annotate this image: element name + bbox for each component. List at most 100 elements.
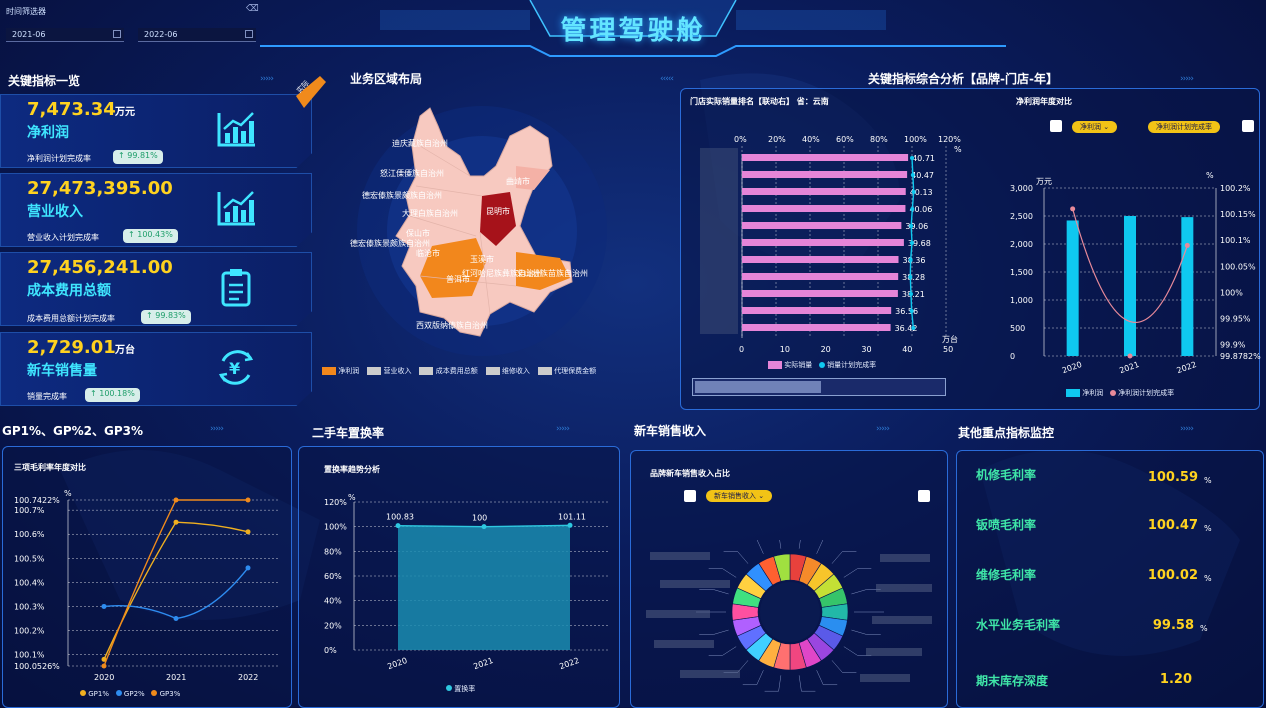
legend-item[interactable]: GP2% bbox=[115, 690, 145, 698]
legend-item[interactable]: GP1% bbox=[80, 690, 109, 698]
monitor-unit: % bbox=[1204, 524, 1212, 533]
kpi-rate-label: 成本费用总额计划完成率 bbox=[27, 314, 115, 323]
legend-item[interactable]: 实际销量 bbox=[768, 361, 812, 369]
yunnan-map[interactable]: 德宏傣族景颇族自治州 怒江傈僳族自治州 大理白族自治州 德宏傣族景颇族自治州 保… bbox=[320, 86, 670, 366]
legend-label: 置换率 bbox=[454, 685, 476, 693]
filter-clear-icon[interactable]: ⌫ bbox=[246, 4, 259, 14]
legend-swatch bbox=[151, 690, 158, 696]
gp-line-chart[interactable]: % 100.0526% 100.1% 100.2% 100.3% 100.4% 100.5%… bbox=[2, 480, 292, 688]
metric-chip-profit-rate[interactable]: 净利润计划完成率 bbox=[1148, 121, 1220, 133]
legend-item[interactable]: 净利润计划完成率 bbox=[1109, 389, 1174, 397]
legend-item[interactable]: 维修收入 bbox=[485, 366, 530, 376]
kpi-section-title: 关键指标一览 bbox=[8, 74, 81, 88]
legend-label: 实际销量 bbox=[784, 361, 813, 369]
map-region-label: 保山市 bbox=[406, 228, 430, 238]
monitor-value: 100.47 bbox=[1147, 518, 1198, 533]
prev-page-button[interactable] bbox=[684, 490, 696, 502]
map-section-title: 业务区域布局 bbox=[350, 72, 423, 86]
title-arrows-icon: ››››› bbox=[260, 74, 274, 84]
y-tick-label: 60% bbox=[324, 572, 342, 581]
store-bar bbox=[742, 307, 892, 314]
kpi-card-new-car-sales[interactable]: 2,729.01 万台 新车销售量 销量完成率 ↑ 100.18% ¥ bbox=[0, 332, 312, 406]
rate-point bbox=[909, 224, 914, 228]
right-tick-label: 100.2% bbox=[1220, 184, 1251, 193]
yen-cycle-icon: ¥ bbox=[218, 350, 254, 385]
rate-line bbox=[1072, 208, 1188, 324]
pie-leader-line bbox=[699, 589, 729, 595]
pie-leader-line bbox=[798, 675, 816, 692]
kpi-rate-badge: ↑ 100.43% bbox=[123, 229, 178, 243]
rate-point bbox=[910, 207, 915, 211]
newcar-subtitle: 品牌新车销售收入占比 bbox=[650, 469, 730, 478]
rate-point bbox=[911, 190, 916, 194]
right-tick-label: 99.8782% bbox=[1220, 352, 1261, 361]
series-line bbox=[103, 499, 248, 667]
store-bar-label: 36.56 bbox=[895, 307, 918, 316]
store-bar-label: 38.28 bbox=[902, 273, 925, 282]
series-point bbox=[245, 565, 251, 571]
trend-chart-icon bbox=[217, 112, 255, 147]
pie-leader-line bbox=[779, 540, 782, 549]
series-point bbox=[101, 603, 107, 609]
pie-leader-line bbox=[843, 568, 872, 578]
blurred-pie-label bbox=[872, 616, 932, 624]
end-date-input[interactable]: 2022-06 bbox=[138, 28, 256, 42]
gp-section-title: GP1%、GP%2、GP3% bbox=[2, 424, 144, 438]
y-tick-label: 80% bbox=[324, 547, 342, 556]
legend-item[interactable]: 净利润 bbox=[1066, 389, 1103, 397]
legend-item[interactable]: 销量计划完成率 bbox=[818, 361, 876, 369]
kpi-card-cost[interactable]: 27,456,241.00 成本费用总额 成本费用总额计划完成率 ↑ 99.83… bbox=[0, 252, 312, 326]
title-arrows-icon: ››››› bbox=[1180, 74, 1194, 84]
metric-chip-newcar[interactable]: 新车销售收入 ⌄ bbox=[706, 490, 773, 502]
pie-leader-line bbox=[816, 540, 824, 554]
legend-swatch bbox=[1109, 390, 1116, 396]
legend-label: 成本费用总额 bbox=[435, 367, 478, 375]
store-bar bbox=[742, 290, 898, 297]
series-point bbox=[245, 529, 251, 535]
rate-point bbox=[910, 173, 915, 177]
monitor-section-title: 其他重点指标监控 bbox=[958, 426, 1055, 440]
map-region-label: 怒江傈僳族自治州 bbox=[380, 168, 444, 178]
legend-item[interactable]: GP3% bbox=[151, 690, 180, 698]
start-date-input[interactable]: 2021-06 bbox=[6, 28, 124, 42]
legend-item[interactable]: 营业收入 bbox=[367, 366, 411, 376]
metric-chip-net-profit[interactable]: 净利润 ⌄ bbox=[1072, 121, 1118, 133]
legend-label: 代理保费金额 bbox=[554, 367, 597, 375]
slider-handle[interactable] bbox=[695, 381, 821, 393]
calendar-icon[interactable] bbox=[245, 30, 253, 38]
legend-swatch bbox=[1066, 389, 1080, 397]
y-tick-label: 100.0526% bbox=[14, 662, 60, 671]
blurred-store-names bbox=[700, 148, 738, 334]
store-bar-label: 38.21 bbox=[902, 290, 925, 299]
legend-item[interactable]: 净利润 bbox=[322, 366, 359, 376]
profit-annual-chart[interactable]: 万元% 0 500 1,000 1,500 2,000 2,500 3,000 99.8782%… bbox=[1000, 166, 1262, 380]
store-bar bbox=[742, 324, 891, 331]
title-arrows-icon: ››››› bbox=[876, 424, 890, 434]
next-page-button[interactable] bbox=[1242, 120, 1254, 132]
legend-item[interactable]: 代理保费金额 bbox=[537, 366, 597, 376]
next-page-button[interactable] bbox=[918, 490, 930, 502]
calendar-icon[interactable] bbox=[113, 30, 121, 38]
kpi-rate-badge: ↑ 99.81% bbox=[113, 150, 163, 164]
kpi-name: 新车销售量 bbox=[27, 363, 97, 379]
rate-point bbox=[910, 156, 914, 160]
trend-chart-icon bbox=[217, 191, 255, 226]
y-tick-label: 0% bbox=[324, 646, 337, 655]
kpi-value: 27,456,241.00 bbox=[27, 257, 173, 278]
replace-rate-chart[interactable]: % 0% 20% 40% 60% 80% 100% 120% 100.83 2020 100 2021… bbox=[300, 488, 618, 678]
pie-leader-line bbox=[831, 660, 857, 673]
legend-item[interactable]: 置换率 bbox=[446, 685, 475, 693]
right-tick-label: 100% bbox=[1220, 288, 1243, 297]
legend-item[interactable]: 成本费用总额 bbox=[419, 366, 478, 376]
monitor-label: 期末库存深度 bbox=[976, 674, 1049, 688]
kpi-card-revenue[interactable]: 27,473,395.00 营业收入 营业收入计划完成率 ↑ 100.43% bbox=[0, 173, 312, 247]
area-point bbox=[567, 522, 573, 528]
prev-page-button[interactable] bbox=[1050, 120, 1062, 132]
store-chart-scroll-slider[interactable] bbox=[692, 378, 946, 396]
profit-bar bbox=[1181, 217, 1194, 356]
series-point bbox=[101, 656, 107, 662]
left-tick-label: 500 bbox=[1010, 324, 1025, 333]
brand-revenue-pie[interactable] bbox=[640, 540, 940, 700]
kpi-card-net-profit[interactable]: 7,473.34 万元 净利润 净利润计划完成率 ↑ 99.81% bbox=[0, 94, 312, 168]
